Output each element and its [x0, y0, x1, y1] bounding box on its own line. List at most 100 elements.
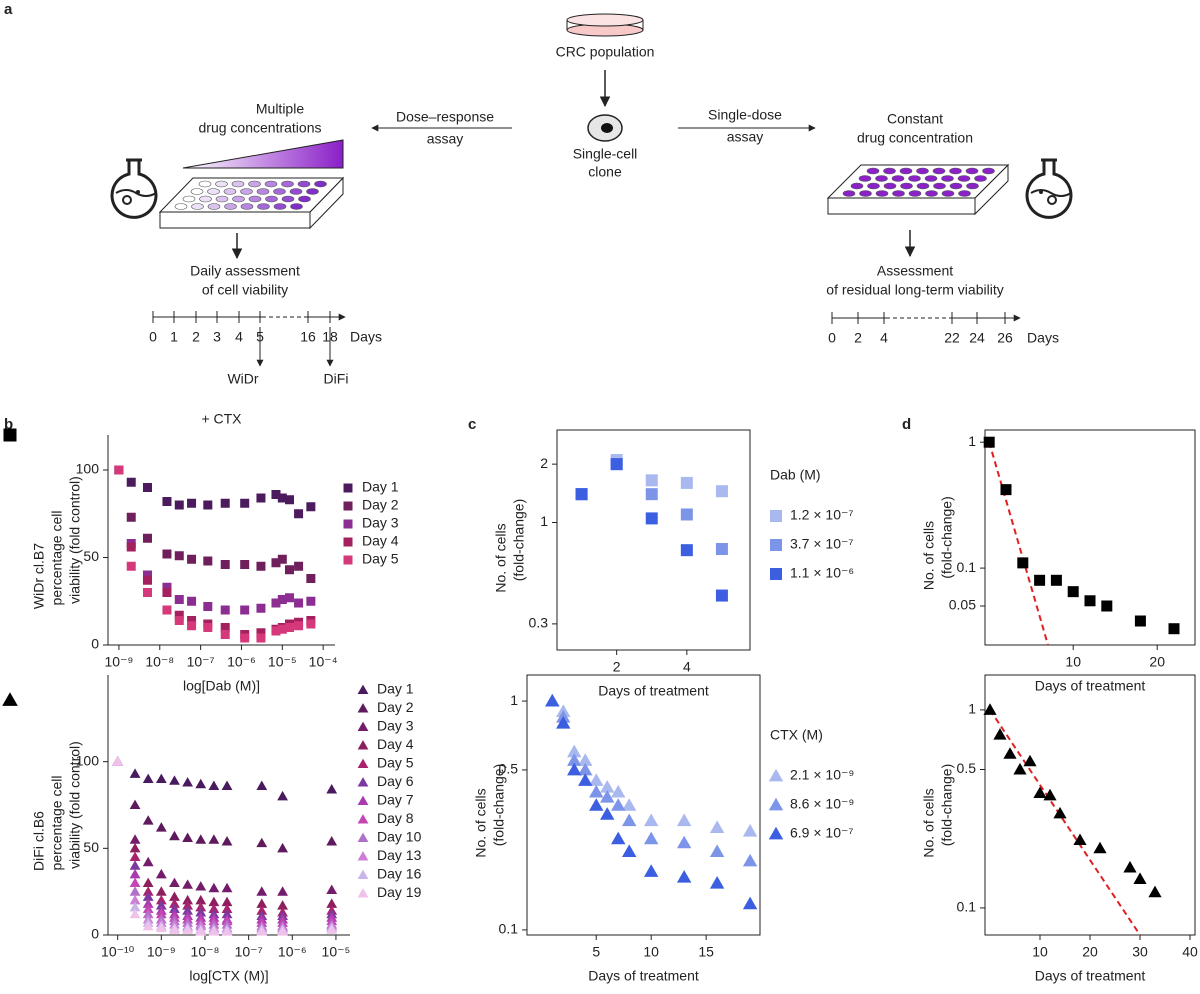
point [195, 778, 207, 789]
y-axis-label: DiFi cl.B6 [31, 811, 47, 871]
point [1148, 885, 1162, 898]
point [142, 908, 154, 919]
panel-label: a [4, 1, 13, 18]
point [680, 476, 693, 489]
plot-frame [984, 674, 1196, 936]
point [208, 834, 220, 844]
point [326, 836, 338, 846]
label: Multiple [256, 101, 304, 117]
legend-marker [343, 537, 353, 547]
point [155, 900, 167, 910]
point [715, 589, 728, 602]
point [187, 621, 197, 631]
legend-label: Day 10 [377, 829, 422, 845]
point [277, 926, 289, 936]
x-tick-label: 30 [1132, 944, 1148, 960]
point [567, 762, 582, 776]
point [271, 598, 281, 608]
point [129, 908, 141, 919]
point [277, 554, 287, 564]
point [221, 896, 233, 907]
point [306, 596, 316, 606]
well [190, 188, 204, 195]
point [326, 884, 338, 894]
legend-marker [770, 539, 782, 551]
point [611, 831, 626, 845]
point [195, 881, 207, 891]
point [182, 777, 194, 787]
tick-label: 16 [300, 329, 316, 345]
point [155, 886, 167, 896]
well [198, 180, 212, 188]
point [600, 807, 615, 820]
legend-marker [343, 519, 353, 529]
y-axis-label: (fold-change) [511, 499, 527, 582]
point [294, 561, 304, 571]
point [306, 574, 316, 583]
x-axis-label: Days of treatment [598, 683, 709, 699]
point [162, 588, 172, 597]
flask [1025, 158, 1073, 219]
x-tick-label: 10⁻⁸ [191, 944, 220, 960]
well [215, 180, 228, 188]
well [900, 182, 913, 190]
label: Dose–response [396, 109, 494, 125]
point [578, 753, 593, 766]
point [169, 877, 180, 888]
label: Single-cell [573, 146, 638, 162]
legend-label: Day 4 [362, 533, 399, 549]
point [294, 509, 304, 519]
x-tick-label: 10⁻⁶ [278, 944, 307, 960]
point [208, 896, 220, 907]
point [715, 485, 728, 498]
point [208, 780, 220, 790]
point [589, 773, 604, 786]
point [306, 619, 316, 629]
point [187, 596, 197, 606]
point [1013, 762, 1027, 775]
legend-label: Day 16 [377, 866, 422, 882]
y-axis-label: viability (fold control) [67, 741, 83, 869]
well [941, 190, 955, 197]
point [221, 908, 233, 919]
point [129, 851, 141, 862]
point [162, 582, 172, 592]
well [290, 203, 303, 210]
y-axis-label: percentage cell [49, 511, 65, 606]
x-tick-label: 20 [1082, 944, 1098, 960]
tick-label: 0 [149, 329, 157, 345]
point [195, 901, 207, 912]
legend-marker [357, 795, 369, 806]
tick-label: 1 [170, 329, 178, 345]
well [240, 188, 253, 195]
legend-marker [768, 797, 784, 811]
point [256, 837, 268, 848]
point [1093, 841, 1107, 854]
legend-label: Day 4 [377, 736, 414, 752]
timeline: 0123451618DaysWiDrDiFi [149, 311, 382, 387]
point [326, 924, 338, 934]
legend-label: Day 1 [362, 479, 399, 495]
plot-frame [526, 674, 761, 936]
x-tick-label: 10⁻⁸ [145, 654, 174, 670]
legend-label: Day 3 [362, 515, 399, 531]
tick-label: 0 [828, 330, 836, 346]
point [142, 533, 152, 543]
well [256, 188, 270, 195]
well [949, 167, 962, 175]
point [142, 773, 154, 784]
chart: 10⁻¹⁰ 10⁻⁹ 10⁻⁸ 10⁻⁷ 10⁻⁶ 10⁻⁵ 0 50 100 log[CTX (… [2, 675, 422, 984]
well [248, 195, 262, 203]
point [556, 716, 571, 729]
legend-marker [770, 568, 782, 580]
point [643, 864, 659, 877]
point [709, 844, 725, 857]
legend-label: Day 8 [377, 810, 414, 826]
label: CRC population [556, 44, 655, 60]
well [240, 203, 254, 210]
point [545, 693, 560, 707]
legend-marker [343, 483, 353, 493]
point [155, 868, 167, 879]
point [195, 907, 207, 917]
well [892, 190, 905, 197]
